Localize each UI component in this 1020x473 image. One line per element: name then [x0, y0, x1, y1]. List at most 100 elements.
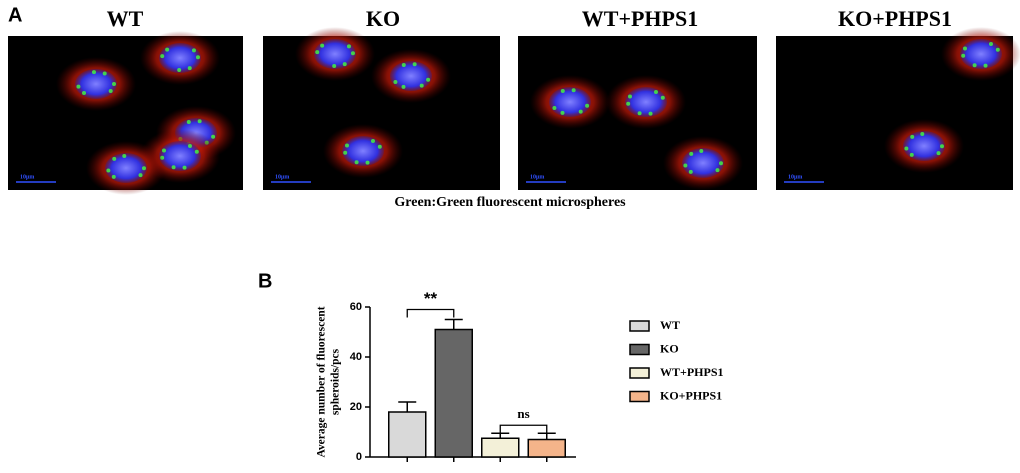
microsphere: [138, 173, 143, 178]
y-axis-label: Average number of fluorescent: [316, 306, 328, 457]
microsphere: [350, 51, 355, 56]
microsphere: [315, 50, 320, 55]
microsphere: [165, 47, 170, 52]
cell-nucleus: [75, 69, 117, 99]
microsphere: [983, 63, 988, 68]
y-tick-label: 0: [356, 451, 362, 463]
microsphere: [191, 48, 196, 53]
microsphere: [112, 82, 116, 86]
microsphere: [346, 44, 351, 49]
legend-swatch: [629, 343, 650, 356]
cell-nucleus: [903, 131, 945, 161]
legend-label: KO: [660, 341, 679, 355]
legend-label: WT+PHPS1: [660, 365, 724, 379]
bar: [481, 437, 520, 458]
microsphere: [401, 63, 406, 68]
microsphere: [653, 90, 658, 95]
microsphere: [194, 149, 199, 154]
microsphere: [426, 77, 431, 82]
microsphere: [343, 150, 348, 155]
microsphere: [111, 174, 116, 179]
image-title: WT: [107, 6, 144, 31]
caption: Green:Green fluorescent microspheres: [394, 195, 626, 210]
y-tick-label: 40: [350, 351, 362, 363]
legend-swatch: [629, 320, 650, 332]
image-title: KO+PHPS1: [838, 6, 952, 31]
bar: [527, 438, 566, 458]
microsphere: [552, 106, 557, 111]
image-title: WT+PHPS1: [582, 6, 698, 31]
microsphere: [715, 168, 720, 173]
significance-label: **: [424, 289, 438, 308]
microsphere: [939, 144, 944, 149]
cell-nucleus: [159, 43, 201, 73]
microsphere: [177, 67, 182, 72]
microsphere: [377, 144, 382, 149]
bar: [434, 328, 473, 458]
significance-label: ns: [517, 406, 529, 421]
microsphere: [161, 148, 166, 153]
cell-nucleus: [390, 61, 432, 91]
cell-nucleus: [549, 87, 591, 117]
microsphere: [354, 160, 359, 165]
microsphere: [342, 62, 347, 67]
microsphere: [112, 156, 117, 161]
cell-nucleus: [625, 87, 667, 117]
microsphere: [988, 42, 993, 47]
cell-nucleus: [105, 153, 147, 183]
microsphere: [320, 43, 325, 48]
scale-label: 10μm: [788, 174, 802, 180]
panel-label: B: [258, 270, 272, 292]
microsphere: [187, 144, 192, 149]
significance-bracket: [406, 308, 455, 318]
microsphere: [171, 165, 176, 170]
cell-nucleus: [682, 148, 724, 178]
cell-nucleus: [159, 141, 201, 171]
bar: [388, 411, 427, 458]
microsphere: [571, 88, 576, 93]
microsphere: [920, 132, 925, 137]
microsphere: [197, 119, 202, 124]
microsphere: [370, 139, 375, 144]
microsphere: [688, 169, 693, 174]
microsphere: [637, 111, 642, 116]
microsphere: [160, 54, 165, 59]
microsphere: [76, 84, 81, 89]
microsphere: [648, 111, 653, 116]
microsphere: [699, 149, 704, 154]
image-title: KO: [366, 6, 400, 31]
legend-label: KO+PHPS1: [660, 388, 722, 402]
cell-nucleus: [314, 39, 356, 69]
microsphere: [419, 83, 424, 88]
microsphere: [122, 154, 127, 159]
microsphere: [909, 152, 914, 157]
cell-nucleus: [342, 136, 384, 166]
microsphere: [904, 146, 909, 151]
microsphere: [365, 160, 370, 165]
microsphere: [910, 134, 915, 139]
microsphere: [344, 143, 349, 148]
microsphere: [560, 110, 565, 115]
microsphere: [585, 103, 590, 108]
microsphere: [393, 80, 398, 85]
microsphere: [961, 53, 966, 58]
microsphere: [718, 161, 723, 166]
y-tick-label: 60: [350, 301, 362, 313]
microsphere: [683, 163, 688, 168]
scale-label: 10μm: [275, 174, 289, 180]
microsphere: [187, 66, 192, 71]
microsphere: [108, 88, 113, 93]
microsphere: [660, 95, 665, 100]
significance-bracket: [499, 424, 548, 434]
scale-label: 10μm: [20, 174, 34, 180]
legend-label: WT: [660, 318, 680, 332]
microsphere: [962, 46, 967, 51]
scale-label: 10μm: [530, 174, 544, 180]
microsphere: [627, 94, 632, 99]
microsphere: [195, 55, 200, 60]
y-axis-label: spheroids/pcs: [330, 348, 342, 415]
microsphere: [106, 168, 111, 173]
microsphere: [626, 101, 631, 106]
